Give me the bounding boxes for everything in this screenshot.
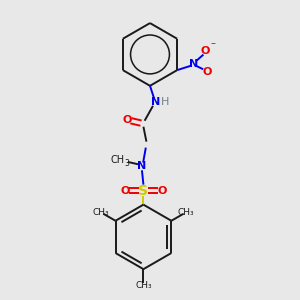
Text: O: O bbox=[157, 186, 167, 196]
Text: –: – bbox=[211, 38, 216, 48]
Text: N: N bbox=[137, 161, 147, 171]
Text: O: O bbox=[123, 115, 132, 125]
Text: N: N bbox=[151, 97, 160, 107]
Text: 3: 3 bbox=[124, 159, 129, 168]
Text: O: O bbox=[120, 186, 130, 196]
Text: CH₃: CH₃ bbox=[177, 208, 194, 217]
Text: CH: CH bbox=[111, 154, 125, 165]
Text: O: O bbox=[202, 67, 211, 77]
Text: CH₃: CH₃ bbox=[93, 208, 110, 217]
Text: O: O bbox=[201, 46, 210, 56]
Text: H: H bbox=[161, 97, 169, 106]
Text: CH₃: CH₃ bbox=[135, 281, 152, 290]
Text: N: N bbox=[189, 59, 198, 69]
Text: S: S bbox=[138, 184, 148, 198]
